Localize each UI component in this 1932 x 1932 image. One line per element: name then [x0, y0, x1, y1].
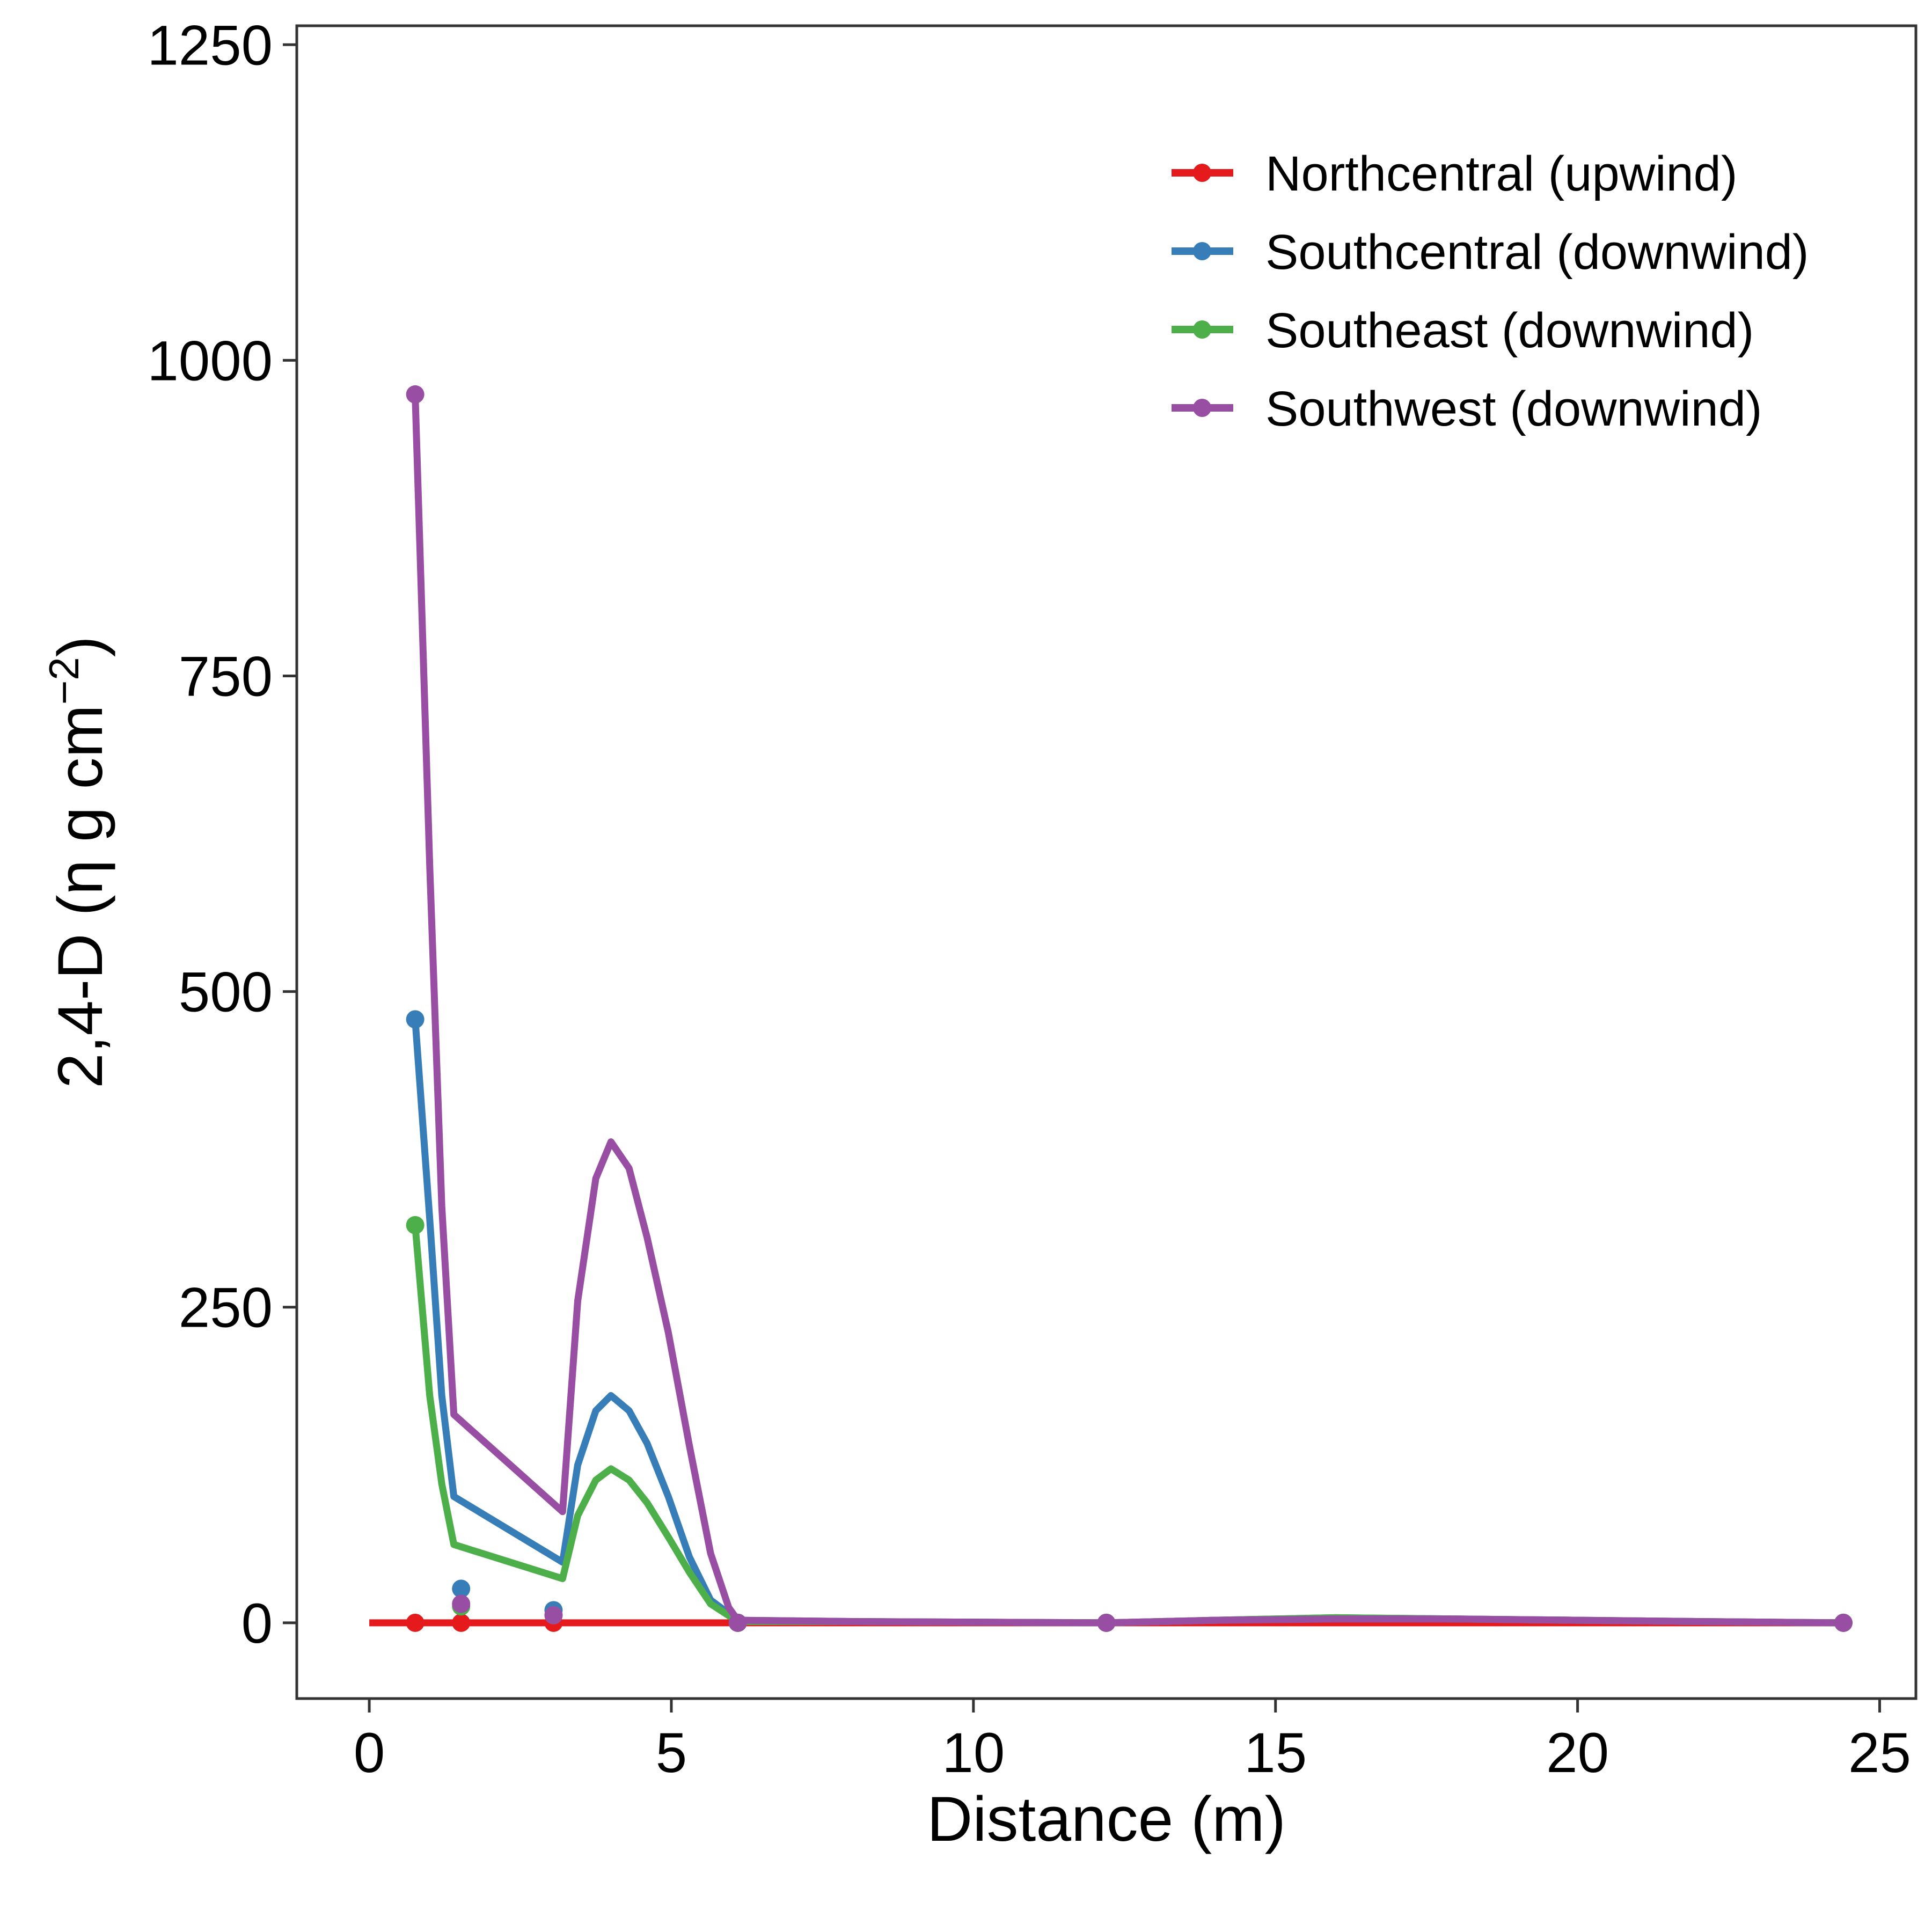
- data-point-southwest-downwind: [728, 1613, 747, 1632]
- data-point-southwest-downwind: [452, 1594, 471, 1613]
- y-tick-label: 750: [179, 646, 273, 708]
- data-point-southwest-downwind: [1834, 1613, 1853, 1632]
- x-tick-label: 20: [1546, 1722, 1609, 1784]
- data-point-southeast-downwind: [406, 1216, 425, 1234]
- legend-key-point-northcentral-upwind: [1193, 164, 1211, 182]
- legend-label-northcentral-upwind: Northcentral (upwind): [1265, 147, 1737, 201]
- legend-label-southwest-downwind: Southwest (downwind): [1265, 382, 1762, 436]
- series-layer: [369, 385, 1853, 1632]
- y-axis: 0 250 500 750 1000 1250: [147, 14, 297, 1655]
- legend-key-point-southcentral-downwind: [1193, 242, 1211, 260]
- data-point-northcentral-upwind: [406, 1613, 425, 1632]
- data-point-southcentral-downwind: [406, 1010, 425, 1029]
- x-tick-label: 5: [656, 1722, 687, 1784]
- legend-key-point-southwest-downwind: [1193, 399, 1211, 417]
- data-point-southwest-downwind: [1097, 1613, 1116, 1632]
- x-tick-label: 0: [354, 1722, 385, 1784]
- y-tick-label: 1000: [147, 330, 273, 392]
- legend: Northcentral (upwind) Southcentral (downw…: [1172, 147, 1809, 436]
- y-tick-label: 500: [179, 961, 273, 1024]
- legend-label-southcentral-downwind: Southcentral (downwind): [1265, 225, 1809, 280]
- x-tick-label: 25: [1848, 1722, 1911, 1784]
- y-axis-title-close: ): [45, 636, 116, 657]
- y-tick-label: 1250: [147, 14, 273, 77]
- data-point-northcentral-upwind: [452, 1613, 471, 1632]
- legend-key-point-southeast-downwind: [1193, 320, 1211, 339]
- data-point-southcentral-downwind: [452, 1579, 471, 1598]
- data-point-southwest-downwind: [406, 385, 425, 404]
- x-tick-label: 15: [1244, 1722, 1307, 1784]
- x-axis: 0 5 10 15 20 25: [354, 1699, 1911, 1784]
- legend-label-southeast-downwind: Southeast (downwind): [1265, 303, 1754, 358]
- x-tick-label: 10: [942, 1722, 1005, 1784]
- y-axis-title: 2,4-D (η g cm−2): [40, 636, 116, 1088]
- y-axis-title-main: 2,4-D (η g cm: [45, 705, 116, 1088]
- y-axis-title-superscript: −2: [40, 657, 87, 705]
- data-point-southwest-downwind: [544, 1606, 563, 1624]
- x-axis-title: Distance (m): [927, 1784, 1286, 1855]
- y-tick-label: 250: [179, 1277, 273, 1340]
- y-tick-label: 0: [241, 1592, 273, 1655]
- series-line-southwest-downwind: [412, 394, 1843, 1627]
- plot-frame: [295, 24, 1918, 1700]
